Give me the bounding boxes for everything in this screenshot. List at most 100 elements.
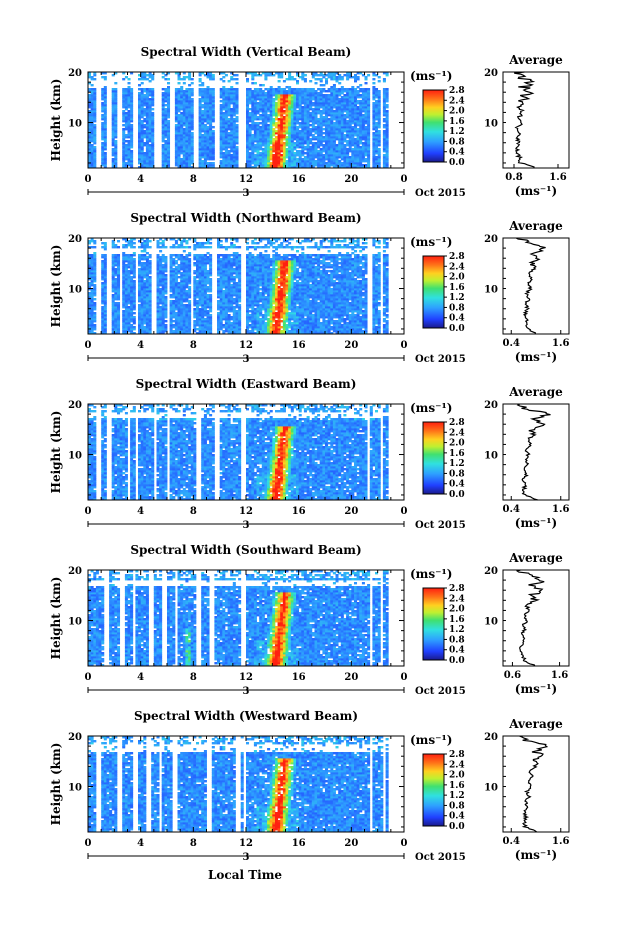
heatmap-cell — [264, 78, 268, 81]
heatmap-cell — [167, 114, 171, 117]
heatmap-cell — [256, 94, 260, 97]
heatmap-cell — [117, 314, 121, 317]
heatmap-cell — [332, 78, 336, 81]
heatmap-cell — [201, 152, 205, 155]
heatmap-cell — [130, 112, 134, 115]
heatmap-cell — [364, 122, 368, 125]
heatmap-cell — [314, 106, 318, 109]
heatmap-cell — [275, 138, 279, 141]
heatmap-cell — [101, 260, 105, 263]
heatmap-cell — [101, 246, 105, 249]
heatmap-cell — [298, 158, 302, 161]
heatmap-cell — [375, 148, 379, 151]
heatmap-cell — [114, 298, 118, 301]
heatmap-cell — [111, 290, 115, 293]
heatmap-cell — [90, 294, 94, 297]
heatmap-cell — [182, 108, 186, 111]
heatmap-cell — [372, 132, 376, 135]
heatmap-cell — [127, 150, 131, 153]
heatmap-cell — [190, 142, 194, 145]
heatmap-cell — [103, 102, 107, 105]
heatmap-cell — [127, 242, 131, 245]
heatmap-cell — [127, 264, 131, 267]
heatmap-cell — [164, 320, 168, 323]
heatmap-cell — [101, 254, 105, 257]
heatmap-cell — [190, 104, 194, 107]
heatmap-cell — [227, 104, 231, 107]
heatmap-cell — [290, 92, 294, 95]
heatmap-cell — [301, 98, 305, 101]
heatmap-cell — [90, 284, 94, 287]
heatmap-cell — [198, 164, 202, 167]
heatmap-cell — [90, 272, 94, 275]
heatmap-cell — [206, 122, 210, 125]
heatmap-cell — [335, 98, 339, 101]
heatmap-cell — [359, 162, 363, 165]
heatmap-cell — [93, 256, 97, 259]
heatmap-cell — [130, 136, 134, 139]
heatmap-cell — [259, 98, 263, 101]
heatmap-cell — [151, 146, 155, 149]
heatmap-cell — [132, 326, 136, 329]
heatmap-cell — [222, 136, 226, 139]
heatmap-cell — [130, 72, 134, 75]
heatmap-cell — [327, 108, 331, 111]
heatmap-cell — [314, 72, 318, 75]
heatmap-cell — [272, 98, 276, 101]
heatmap-cell — [219, 124, 223, 127]
heatmap-cell — [114, 254, 118, 257]
heatmap-cell — [330, 92, 334, 95]
heatmap-cell — [124, 260, 128, 263]
heatmap-cell — [206, 156, 210, 159]
heatmap-cell — [309, 112, 313, 115]
heatmap-cell — [351, 148, 355, 151]
heatmap-cell — [303, 114, 307, 117]
heatmap-cell — [248, 116, 252, 119]
heatmap-cell — [130, 98, 134, 101]
heatmap-cell — [343, 124, 347, 127]
heatmap-cell — [209, 148, 213, 151]
heatmap-cell — [285, 100, 289, 103]
heatmap-cell — [385, 118, 389, 121]
heatmap-cell — [101, 278, 105, 281]
heatmap-cell — [230, 94, 234, 97]
heatmap-cell — [311, 166, 315, 169]
heatmap-cell — [117, 326, 121, 329]
heatmap-cell — [346, 122, 350, 125]
heatmap-cell — [367, 88, 371, 91]
heatmap-cell — [346, 98, 350, 101]
heatmap-cell — [298, 110, 302, 113]
heatmap-cell — [111, 108, 115, 111]
heatmap-cell — [335, 156, 339, 159]
heatmap-cell — [346, 88, 350, 91]
heatmap-cell — [103, 108, 107, 111]
heatmap-cell — [235, 102, 239, 105]
heatmap-cell — [317, 96, 321, 99]
heatmap-cell — [385, 138, 389, 141]
heatmap-cell — [145, 114, 149, 117]
heatmap-cell — [264, 148, 268, 151]
heatmap-cell — [124, 154, 128, 157]
heatmap-cell — [288, 152, 292, 155]
heatmap-cell — [367, 140, 371, 143]
heatmap-cell — [103, 312, 107, 315]
heatmap-cell — [201, 136, 205, 139]
heatmap-cell — [103, 162, 107, 165]
heatmap-cell — [103, 94, 107, 97]
heatmap-cell — [354, 116, 358, 119]
heatmap-cell — [372, 82, 376, 85]
heatmap-cell — [348, 120, 352, 123]
heatmap-cell — [235, 166, 239, 169]
heatmap-cell — [340, 118, 344, 121]
heatmap-cell — [340, 76, 344, 79]
heatmap-cell — [145, 164, 149, 167]
heatmap-cell — [130, 134, 134, 137]
heatmap-cell — [251, 156, 255, 159]
heatmap-cell — [161, 148, 165, 151]
heatmap-cell — [132, 294, 136, 297]
heatmap-cell — [227, 110, 231, 113]
heatmap-cell — [298, 98, 302, 101]
heatmap-cell — [148, 94, 152, 97]
heatmap-cell — [317, 108, 321, 111]
heatmap-cell — [138, 160, 142, 163]
